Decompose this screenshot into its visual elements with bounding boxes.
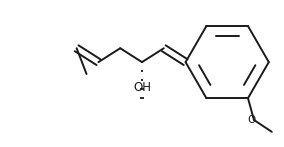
Text: O: O — [248, 115, 256, 125]
Text: OH: OH — [133, 81, 151, 94]
